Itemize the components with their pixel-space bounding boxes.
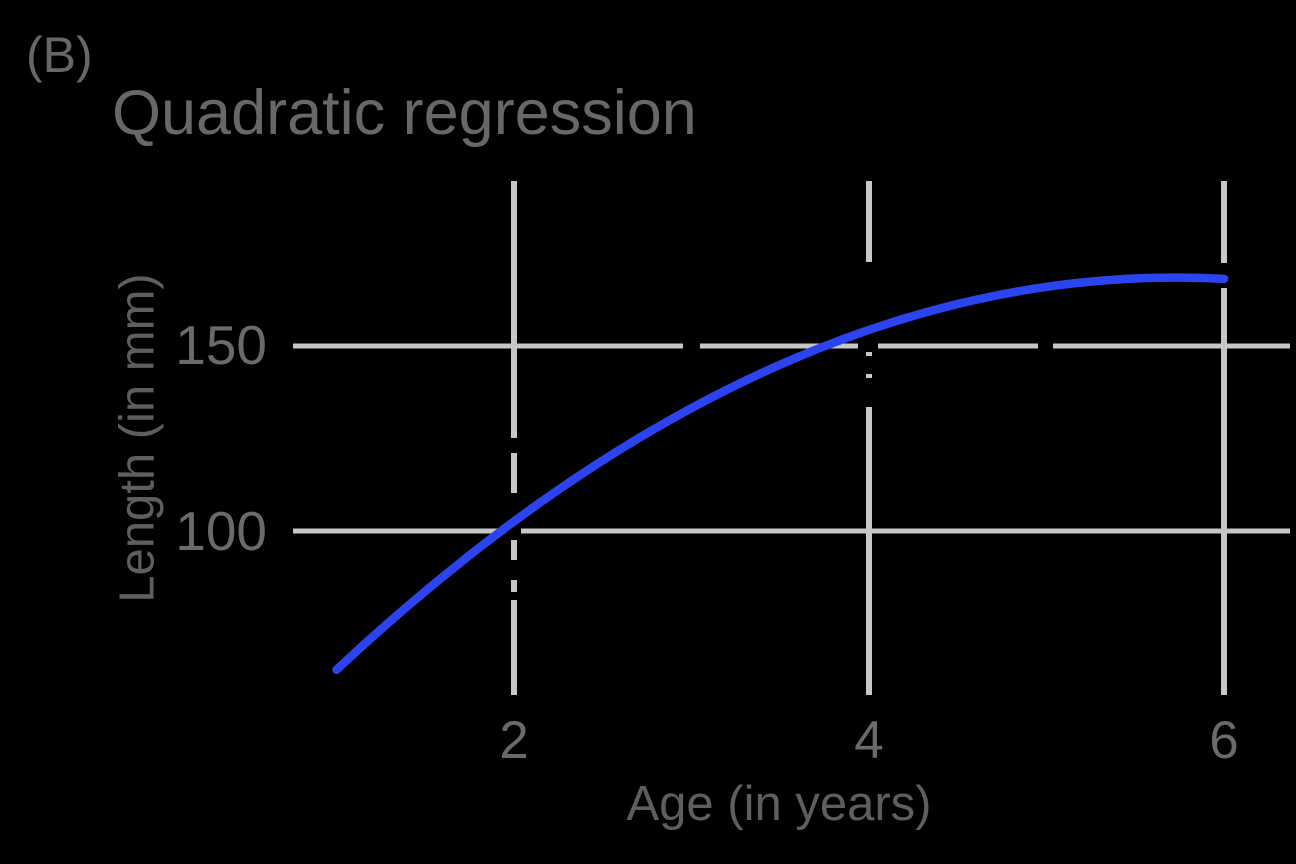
x-tick-label-2: 2: [499, 711, 529, 770]
regression-curve: [332, 273, 1229, 675]
y-axis-label: Length (in mm): [110, 273, 165, 603]
x-tick-label-4: 4: [854, 711, 884, 770]
x-tick-label-6: 6: [1209, 711, 1239, 770]
x-axis-label: Age (in years): [626, 777, 932, 831]
y-tick-label-150: 150: [175, 314, 267, 376]
chart-title: Quadratic regression: [112, 78, 697, 148]
panel-label: (B): [26, 27, 93, 83]
y-tick-label-100: 100: [175, 500, 267, 562]
